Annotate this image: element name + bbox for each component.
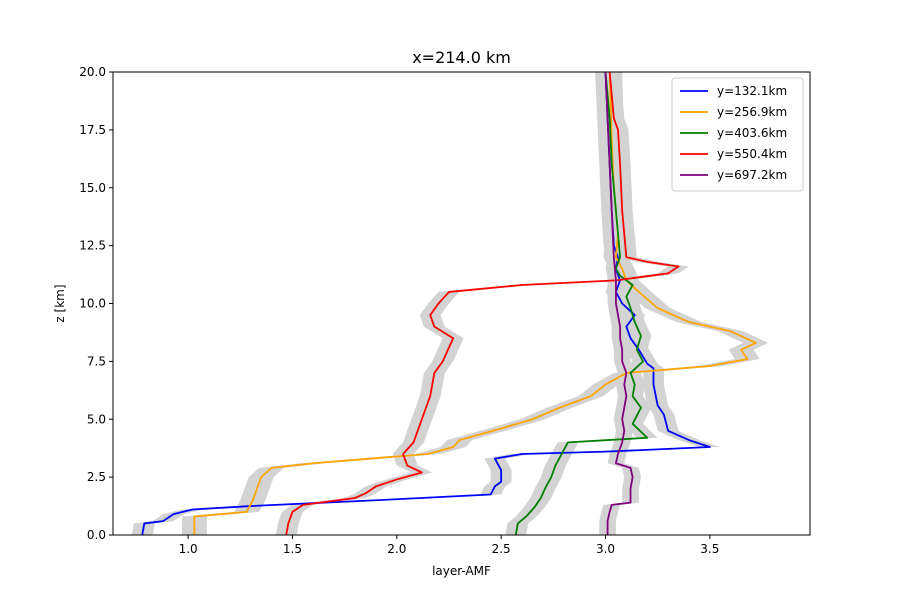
- uncertainty-band-5: [597, 72, 641, 535]
- y-tick-label: 15.0: [79, 181, 106, 195]
- y-tick-label: 5.0: [87, 412, 106, 426]
- x-tick-label: 2.5: [492, 542, 511, 556]
- legend-label: y=550.4km: [717, 147, 787, 161]
- x-axis-label: layer-AMF: [432, 564, 491, 578]
- x-tick-label: 3.0: [596, 542, 615, 556]
- y-axis-label: z [km]: [53, 284, 67, 322]
- y-tick-label: 10.0: [79, 297, 106, 311]
- y-tick-label: 20.0: [79, 65, 106, 79]
- chart-title: x=214.0 km: [412, 48, 511, 67]
- y-tick-label: 0.0: [87, 528, 106, 542]
- legend: y=132.1km y=256.9km y=403.6km y=550.4km y=69…: [671, 77, 804, 192]
- legend-label: y=403.6km: [717, 126, 787, 140]
- x-axis-ticks: 1.0 1.5 2.0 2.5 3.0 3.5: [179, 535, 719, 556]
- x-tick-label: 1.5: [283, 542, 302, 556]
- y-tick-label: 12.5: [79, 239, 106, 253]
- y-axis-ticks: 0.0 2.5 5.0 7.5 10.0 12.5 15.0 17.5 20.0: [79, 65, 113, 542]
- x-tick-label: 3.5: [700, 542, 719, 556]
- legend-label: y=256.9km: [717, 105, 787, 119]
- uncertainty-band-3: [505, 72, 658, 535]
- legend-box: [671, 77, 804, 192]
- y-tick-label: 2.5: [87, 470, 106, 484]
- legend-label: y=697.2km: [717, 168, 787, 182]
- x-tick-label: 1.0: [179, 542, 198, 556]
- series-line-4: [285, 72, 680, 535]
- x-tick-label: 2.0: [387, 542, 406, 556]
- series-line-3: [514, 72, 649, 535]
- series-lines: [141, 72, 757, 535]
- legend-label: y=132.1km: [717, 84, 787, 98]
- series-line-5: [604, 72, 634, 535]
- y-tick-label: 7.5: [87, 354, 106, 368]
- series-line-2: [193, 72, 757, 535]
- y-tick-label: 17.5: [79, 123, 106, 137]
